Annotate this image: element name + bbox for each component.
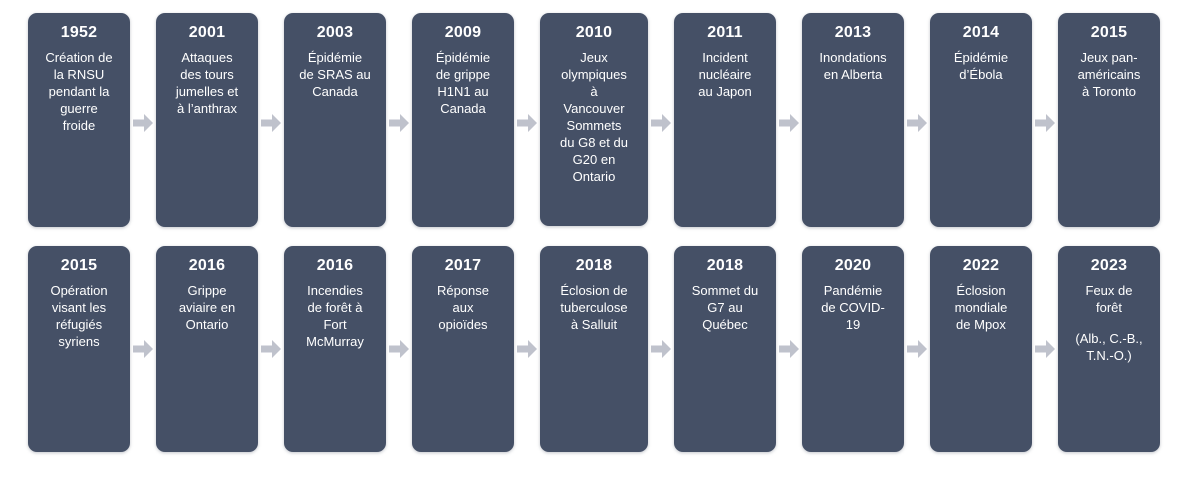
timeline-card[interactable]: 2015 Opération visant les réfugiés syrie… — [28, 246, 130, 452]
timeline-card[interactable]: 2011 Incident nucléaire au Japon — [674, 13, 776, 227]
right-arrow-icon — [258, 13, 284, 227]
card-text: Opération visant les réfugiés syriens — [50, 283, 108, 349]
card-text: Feux de forêt — [1085, 283, 1133, 315]
timeline-card[interactable]: 2016 Incendies de forêt à Fort McMurray — [284, 246, 386, 452]
right-arrow-icon — [1032, 13, 1058, 227]
right-arrow-icon — [514, 13, 540, 227]
card-year: 2013 — [834, 24, 872, 41]
card-year: 2018 — [706, 257, 744, 274]
timeline-card[interactable]: 2020 Pandémie de COVID- 19 — [802, 246, 904, 452]
timeline-card[interactable]: 2018 Éclosion de tuberculose à Salluit — [540, 246, 648, 452]
card-text: Sommet du G7 au Québec — [691, 283, 759, 332]
timeline-card[interactable]: 2001 Attaques des tours jumelles et à l’… — [156, 13, 258, 227]
right-arrow-icon — [386, 13, 412, 227]
card-text: Inondations en Alberta — [819, 50, 887, 82]
card-year: 2022 — [962, 257, 1000, 274]
card-year: 2014 — [962, 24, 1000, 41]
right-arrow-icon — [1032, 246, 1058, 452]
right-arrow-icon — [130, 13, 156, 227]
timeline-card[interactable]: 2010 Jeux olympiques à Vancouver Sommets… — [540, 13, 648, 226]
right-arrow-icon — [514, 246, 540, 452]
card-year: 2015 — [60, 257, 98, 274]
right-arrow-icon — [776, 13, 802, 227]
card-year: 2016 — [188, 257, 226, 274]
right-arrow-icon — [904, 246, 930, 452]
card-year: 2018 — [575, 257, 613, 274]
card-text: Attaques des tours jumelles et à l’anthr… — [175, 50, 239, 116]
card-text: Incendies de forêt à Fort McMurray — [306, 283, 364, 349]
timeline-card[interactable]: 1952 Création de la RNSU pendant la guer… — [28, 13, 130, 227]
card-year: 2001 — [188, 24, 226, 41]
card-year: 2017 — [444, 257, 482, 274]
card-text: Éclosion de tuberculose à Salluit — [560, 283, 628, 332]
card-year: 1952 — [60, 24, 98, 41]
card-text: Création de la RNSU pendant la guerre fr… — [45, 50, 113, 133]
card-text: Jeux pan- américains à Toronto — [1077, 50, 1141, 99]
card-subtext: (Alb., C.-B., T.N.-O.) — [1075, 331, 1143, 363]
timeline-card[interactable]: 2016 Grippe aviaire en Ontario — [156, 246, 258, 452]
timeline-card[interactable]: 2013 Inondations en Alberta — [802, 13, 904, 227]
timeline-card[interactable]: 2015 Jeux pan- américains à Toronto — [1058, 13, 1160, 227]
timeline-card[interactable]: 2022 Éclosion mondiale de Mpox — [930, 246, 1032, 452]
right-arrow-icon — [386, 246, 412, 452]
timeline-card[interactable]: 2003 Épidémie de SRAS au Canada — [284, 13, 386, 227]
card-year: 2023 — [1090, 257, 1128, 274]
card-text: Pandémie de COVID- 19 — [821, 283, 885, 332]
card-year: 2011 — [707, 24, 743, 41]
timeline-card[interactable]: 2017 Réponse aux opioïdes — [412, 246, 514, 452]
timeline-card[interactable]: 2014 Épidémie d’Ébola — [930, 13, 1032, 227]
timeline-row-1: 1952 Création de la RNSU pendant la guer… — [0, 13, 1200, 228]
right-arrow-icon — [258, 246, 284, 452]
card-text: Réponse aux opioïdes — [436, 283, 490, 332]
timeline-card[interactable]: 2023 Feux de forêt (Alb., C.-B., T.N.-O.… — [1058, 246, 1160, 452]
timeline-card[interactable]: 2018 Sommet du G7 au Québec — [674, 246, 776, 452]
card-year: 2020 — [834, 257, 872, 274]
card-text: Épidémie de SRAS au Canada — [299, 50, 371, 99]
timeline-card[interactable]: 2009 Épidémie de grippe H1N1 au Canada — [412, 13, 514, 227]
card-year: 2003 — [316, 24, 354, 41]
card-year: 2010 — [575, 24, 613, 41]
card-text: Grippe aviaire en Ontario — [178, 283, 236, 332]
card-year: 2016 — [316, 257, 354, 274]
right-arrow-icon — [904, 13, 930, 227]
right-arrow-icon — [648, 246, 674, 452]
timeline-row-2: 2015 Opération visant les réfugiés syrie… — [0, 246, 1200, 453]
card-text: Éclosion mondiale de Mpox — [954, 283, 1008, 332]
card-text: Jeux olympiques à Vancouver Sommets du G… — [560, 50, 628, 184]
right-arrow-icon — [130, 246, 156, 452]
right-arrow-icon — [648, 13, 674, 227]
right-arrow-icon — [776, 246, 802, 452]
card-text: Épidémie de grippe H1N1 au Canada — [435, 50, 491, 116]
card-year: 2009 — [444, 24, 482, 41]
card-text: Épidémie d’Ébola — [953, 50, 1009, 82]
card-year: 2015 — [1090, 24, 1128, 41]
card-text: Incident nucléaire au Japon — [698, 50, 752, 99]
